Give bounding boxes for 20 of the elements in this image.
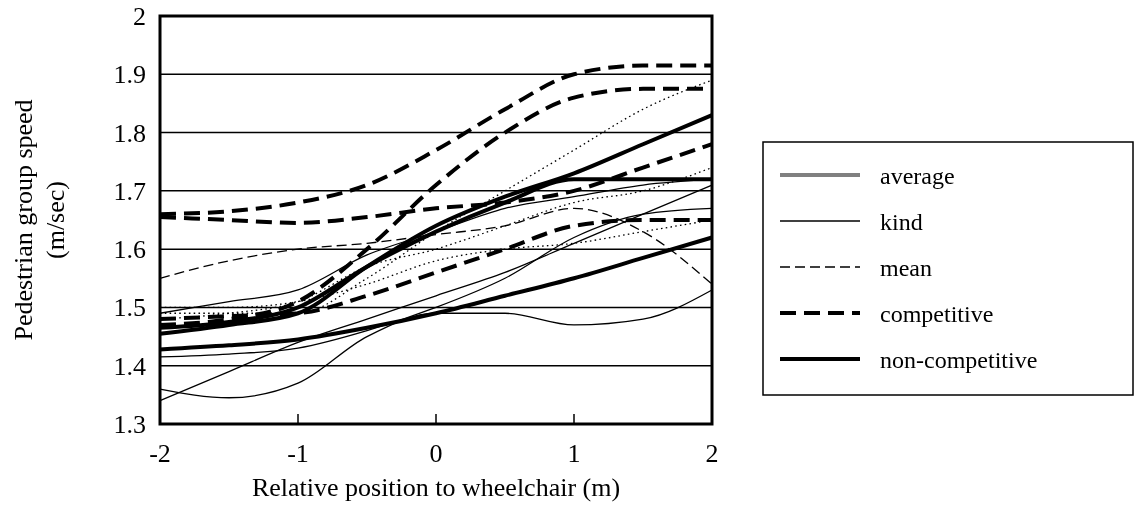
y-axis-title: Pedestrian group speed (m/sec) <box>9 99 70 341</box>
y-tick-label: 1.9 <box>113 60 146 90</box>
y-tick-label: 1.4 <box>113 351 146 381</box>
y-tick-label: 1.8 <box>113 118 146 148</box>
x-tick-label: 1 <box>567 439 581 468</box>
x-tick-label: 2 <box>705 439 719 468</box>
y-tick-label: 1.7 <box>113 176 146 206</box>
y-tick-label: 1.5 <box>113 293 146 323</box>
legend-label: non-competitive <box>880 347 1038 373</box>
x-axis-title: Relative position to wheelchair (m) <box>251 473 621 502</box>
y-tick-label: 1.3 <box>113 410 146 439</box>
legend-label: average <box>880 163 955 189</box>
legend-label: mean <box>880 255 932 281</box>
x-tick-label: -2 <box>149 439 171 468</box>
legend-label: kind <box>880 209 923 235</box>
y-tick-label: 2 <box>133 2 146 31</box>
x-tick-label: -1 <box>287 439 309 468</box>
legend-label: competitive <box>880 301 994 327</box>
y-tick-label: 1.6 <box>113 235 146 265</box>
x-tick-label: 0 <box>429 439 443 468</box>
